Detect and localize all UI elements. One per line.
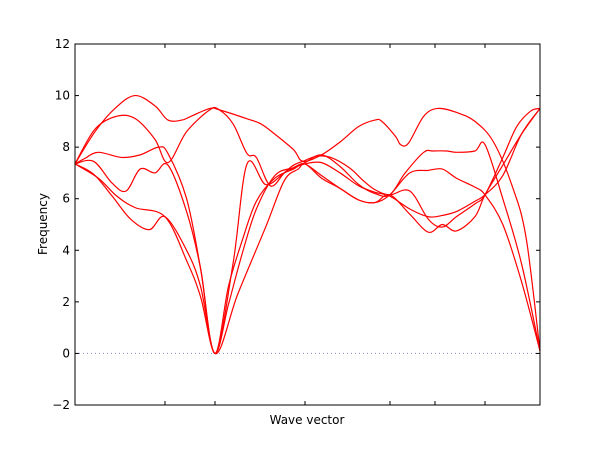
- plot-frame: [74, 43, 541, 406]
- y-tick-label: 8: [62, 140, 70, 154]
- x-axis-ticks: [164, 44, 486, 405]
- x-axis-title: Wave vector: [270, 413, 345, 427]
- phonon-band-line-6: [74, 108, 541, 355]
- series-layer: [74, 94, 541, 355]
- y-tick-label: 10: [55, 89, 70, 103]
- y-tick-label: 6: [62, 192, 70, 206]
- y-tick-label: −2: [52, 398, 70, 412]
- y-tick-label: 12: [55, 37, 70, 51]
- y-axis-title: Frequency: [36, 193, 50, 255]
- phonon-band-line-2: [74, 106, 541, 228]
- y-tick-label: 4: [62, 243, 70, 257]
- y-tick-label: 0: [62, 346, 70, 360]
- y-tick-label: 2: [62, 295, 70, 309]
- phonon-band-line-1: [74, 94, 541, 351]
